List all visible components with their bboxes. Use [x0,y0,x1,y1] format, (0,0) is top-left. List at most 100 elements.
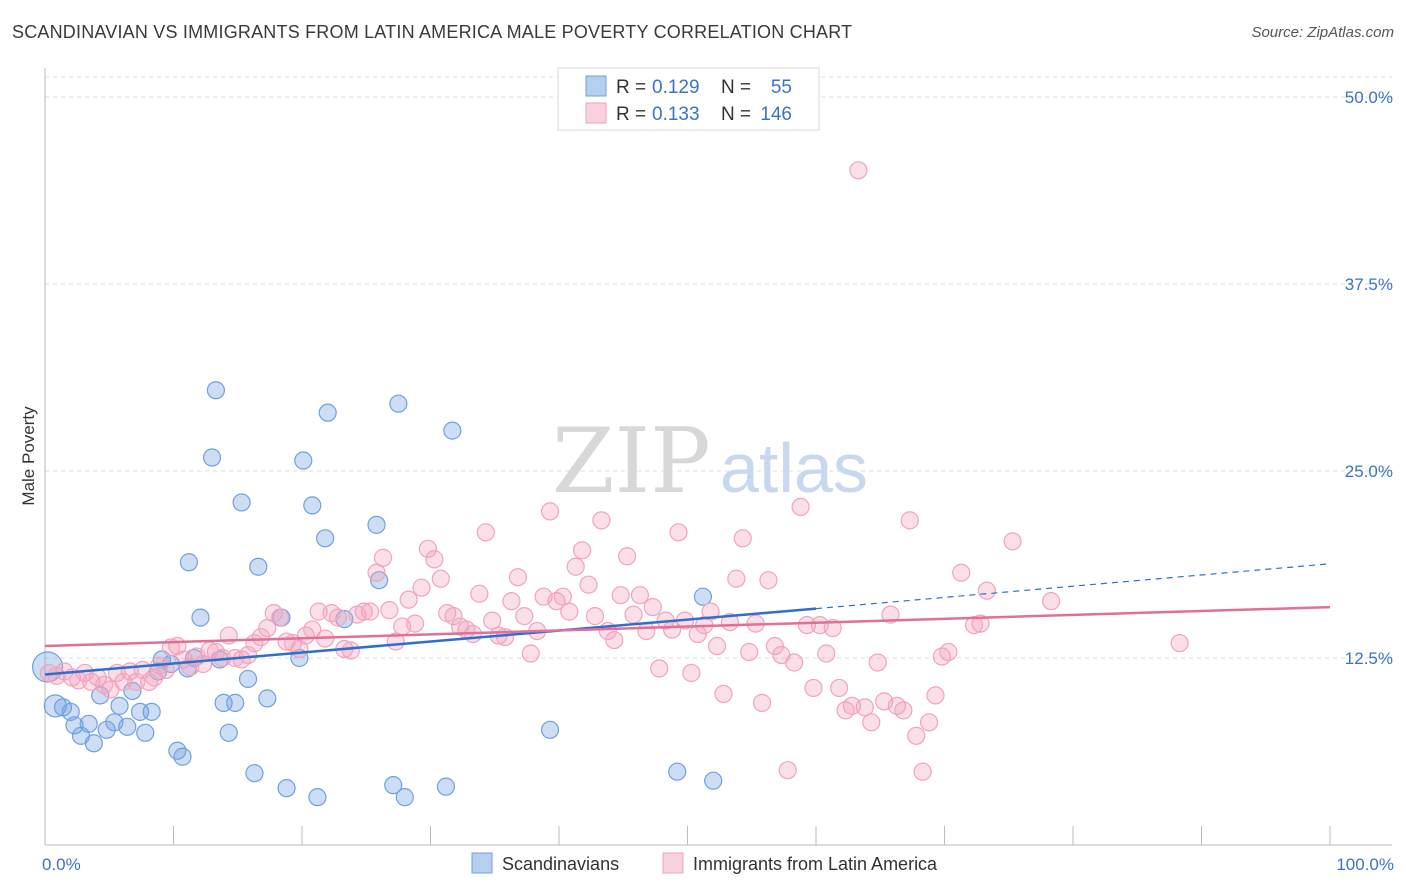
scatter-point [926,686,945,705]
scatter-point [370,571,389,590]
series-1 [39,161,1189,781]
scatter-point [650,659,669,678]
scatter-point [232,493,251,512]
scatter-point [913,762,932,781]
scatter-point [894,701,913,720]
y-tick-label: 50.0% [1345,88,1393,107]
legend-swatch [585,102,607,124]
scatter-point [740,642,759,662]
scatter-point [714,684,733,704]
scatter-point [136,723,155,742]
scatter-point [258,689,277,708]
scatter-point [384,776,403,795]
scatter-point [515,607,534,626]
scatter-point [682,663,701,683]
scatter-point [367,515,386,534]
scatter-point [618,547,637,566]
scatter-point [508,568,527,587]
source-label: Source: ZipAtlas.com [1251,24,1394,41]
x-tick-label: 0.0% [42,855,81,874]
scatter-point [202,448,222,467]
grid-lines [45,76,1392,659]
scatter-point [206,381,226,400]
scatter-point [630,586,650,605]
scatter-point [502,592,521,611]
trend-layer [44,563,1331,676]
scatter-point [238,669,258,689]
bottom-legend-swatch [471,852,493,874]
scatter-point [939,642,958,662]
bottom-legend-swatch [662,852,684,874]
scatter-point [855,698,874,717]
scatter-point [701,602,720,621]
scatter-point [249,557,268,576]
scatter-point [110,696,129,715]
scatter-point [245,764,264,783]
scatter-point [303,496,322,515]
scatter-point [785,653,804,672]
trend-line-1 [44,605,1331,648]
scatter-point [791,497,810,517]
legend-swatch [585,75,607,97]
y-axis-title: Male Poverty [19,406,38,506]
scatter-point [778,761,797,780]
bottom-legend-label: Immigrants from Latin America [693,854,938,874]
scatter-point [862,713,881,732]
scatter-point [395,788,414,807]
scatter-point [585,607,605,626]
trend-line-0 [44,607,817,676]
scatter-point [389,394,408,413]
scatter-point [823,618,842,638]
scatter-point [704,771,723,790]
scatter-point [540,720,560,739]
scatter-point [476,523,495,542]
scatter-point [65,716,84,735]
y-tick-label: 12.5% [1345,649,1393,668]
x-tick-label: 100.0% [1336,855,1394,874]
scatter-point [294,451,313,470]
scatter-point [797,615,817,635]
scatter-point [271,608,290,627]
scatter-point [907,726,926,745]
scatter-point [425,550,444,569]
scatter-point [97,720,116,739]
scatter-point [964,615,984,635]
scatter-point [605,630,624,650]
points-layer [31,161,1189,807]
bottom-legend-label: Scandinavians [502,854,619,874]
scatter-point [142,702,161,721]
scatter-point [405,614,425,633]
scatter-point [226,693,245,712]
scatter-point [817,644,836,663]
y-tick-label: 37.5% [1345,275,1393,294]
legend-n-label: N = [721,104,751,125]
scatter-point [443,421,462,440]
legend-n-label: N = [721,77,751,98]
watermark: ZIP atlas [552,409,868,514]
scatter-point [752,693,772,712]
bottom-legend: Scandinavians Immigrants from Latin Ameri… [471,852,938,874]
scatter-point [868,653,887,672]
scatter-point [470,584,489,603]
scatter-point [354,602,373,621]
scatter-point [707,636,727,656]
scatter-point [308,788,327,807]
scatter-point [1003,532,1022,551]
scatter-point [114,672,133,692]
scatter-point [318,403,337,422]
scatter-point [84,734,103,753]
scatter-point [521,644,540,663]
scatter-point [637,621,656,641]
scatter-point [573,541,592,560]
scatter-point [373,548,393,567]
legend-r-value: 0.129 [652,77,700,98]
stats-legend: R = 0.129 N = 55 R = 0.133 N = 146 [557,67,820,131]
scatter-point [977,581,997,600]
scatter-point [168,741,187,760]
scatter-point [118,717,137,736]
scatter-point [219,723,238,742]
scatter-point [1042,592,1061,611]
trend-line-extension-0 [815,563,1331,610]
scatter-point [727,569,746,588]
